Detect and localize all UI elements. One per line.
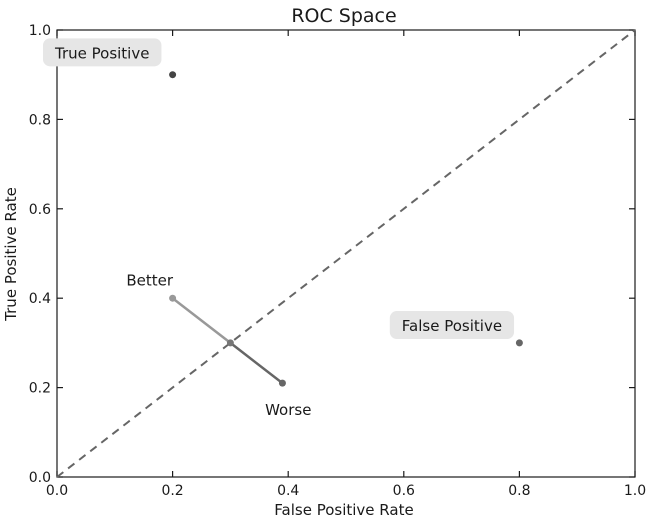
y-tick-label: 0.0: [29, 470, 51, 486]
data-point: [515, 339, 523, 347]
chart-title: ROC Space: [291, 5, 396, 27]
y-tick-label: 0.4: [29, 291, 51, 307]
connector-segment: [171, 296, 232, 345]
y-tick-label: 0.2: [29, 381, 51, 397]
x-tick-label: 0.6: [393, 483, 415, 499]
y-tick-label: 0.6: [29, 202, 51, 218]
plot-frame: [56, 29, 636, 478]
diagonal-reference-line: [56, 29, 636, 478]
annotation-box: [389, 311, 515, 340]
x-tick-label: 0.2: [161, 483, 183, 499]
data-point: [169, 71, 177, 79]
data-point: [169, 294, 177, 302]
connector-segment: [229, 341, 284, 385]
data-point: [226, 339, 234, 347]
annotation-label: False Positive: [402, 317, 502, 335]
data-point: [278, 379, 286, 387]
annotation-box: [43, 38, 162, 67]
x-tick-label: 0.4: [277, 483, 299, 499]
x-axis-label: False Positive Rate: [274, 501, 413, 519]
y-axis-label: True Positive Rate: [2, 187, 20, 322]
annotation-label: True Positive: [54, 44, 149, 62]
x-tick-label: 0.0: [46, 483, 68, 499]
y-tick-label: 0.8: [29, 112, 51, 128]
y-tick-label: 1.0: [29, 23, 51, 39]
x-tick-label: 1.0: [624, 483, 646, 499]
annotation-label: Worse: [265, 401, 311, 419]
x-tick-label: 0.8: [508, 483, 530, 499]
annotation-label: Better: [126, 271, 174, 289]
